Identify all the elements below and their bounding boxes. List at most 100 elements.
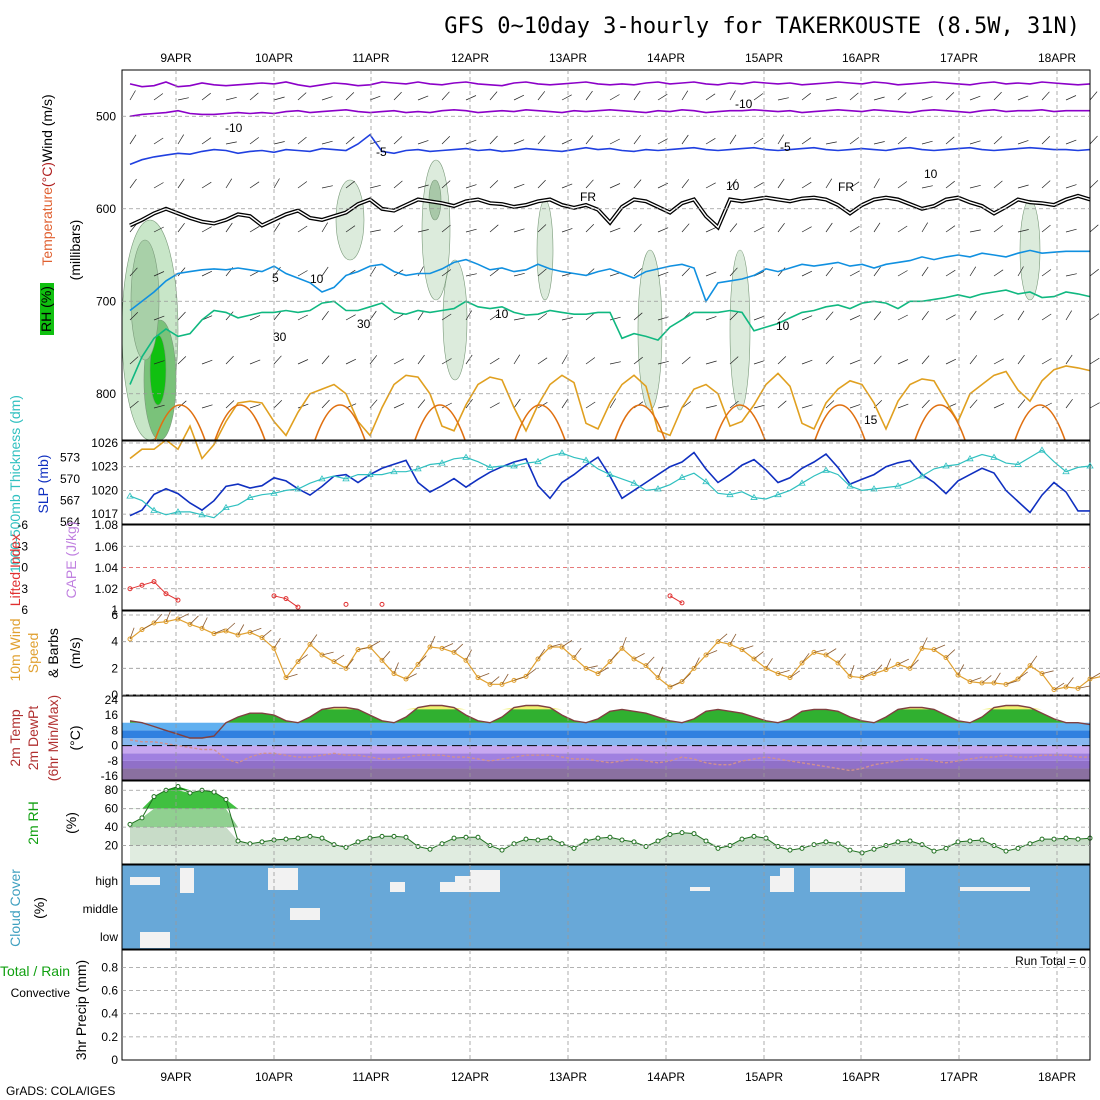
wind-barb xyxy=(129,267,138,277)
wind-barb-10m xyxy=(453,643,464,653)
top-date-label: 11APR xyxy=(352,51,389,65)
cape-tick: 1 xyxy=(111,603,118,617)
wind-barb xyxy=(537,357,548,365)
rh-tick: 40 xyxy=(105,820,119,834)
wind-barb-10m xyxy=(777,670,790,675)
contour-label: 10 xyxy=(726,179,740,193)
thickness-marker xyxy=(702,478,710,485)
wind-barb xyxy=(657,93,668,101)
wind-speed-marker xyxy=(391,671,397,677)
wind-barb xyxy=(417,184,429,189)
contour-label: 10 xyxy=(924,167,938,181)
wind-barb xyxy=(345,314,356,321)
wind-barb xyxy=(249,92,259,101)
wind-barb xyxy=(609,316,621,321)
wind-barb xyxy=(513,183,525,189)
rh-marker xyxy=(235,838,241,844)
wind-speed-marker xyxy=(1051,687,1057,693)
top-date-label: 17APR xyxy=(940,51,978,65)
wind-barb xyxy=(201,137,212,145)
wind-barb xyxy=(921,310,929,321)
rh-marker xyxy=(667,831,673,837)
wind-barb-10m xyxy=(993,672,1001,684)
wind-barb xyxy=(729,134,737,145)
wind-barb xyxy=(1089,402,1100,409)
wind-barb xyxy=(873,141,885,145)
wind-barb-10m xyxy=(477,673,490,679)
wind-barb xyxy=(753,360,765,365)
thickness-marker xyxy=(678,473,686,480)
wind-barb xyxy=(609,398,616,409)
wind-barb xyxy=(297,136,307,145)
wind-barb xyxy=(969,399,978,409)
wind-barb xyxy=(201,404,213,409)
wind-barb-10m xyxy=(381,651,391,661)
wind-speed-marker xyxy=(847,673,853,679)
rh-marker xyxy=(391,833,397,839)
wind-barb-10m xyxy=(945,649,956,658)
upper-panel-frame xyxy=(121,69,1091,441)
wind-barb xyxy=(753,315,765,321)
bottom-date-label: 18APR xyxy=(1038,1070,1076,1084)
thickness-marker xyxy=(558,449,566,456)
wind-barb xyxy=(873,311,882,321)
top-date-label: 9APR xyxy=(160,51,192,65)
wind-barb xyxy=(753,404,765,409)
wind-barb xyxy=(945,92,955,101)
wind-barb-10m xyxy=(585,665,598,669)
upper-ylabel-rh: RH (%) xyxy=(38,286,54,332)
rh-marker xyxy=(559,841,565,847)
wind-barb xyxy=(225,222,233,233)
rh-marker xyxy=(1063,835,1069,841)
precip-tick: 0.8 xyxy=(101,960,118,974)
wind-barb-10m xyxy=(861,671,873,679)
wind-barb xyxy=(633,179,642,189)
thickness-marker xyxy=(1014,460,1022,467)
wind-barb xyxy=(609,227,621,233)
contour-label: 30 xyxy=(273,330,287,344)
thickness-marker xyxy=(1086,462,1094,469)
wind-barb xyxy=(585,401,596,409)
wind-barb xyxy=(729,400,739,409)
top-date-label: 16APR xyxy=(842,51,880,65)
wind-barb xyxy=(225,355,234,365)
wind-barb xyxy=(681,90,689,101)
temp-contour-warm xyxy=(154,404,206,441)
temp-tick: -8 xyxy=(107,754,118,768)
li-marker xyxy=(139,582,145,588)
wind-barb xyxy=(249,315,261,321)
cloud-cover-block xyxy=(390,882,405,892)
wind-speed-marker xyxy=(247,629,253,635)
wind-barb xyxy=(249,359,261,365)
thickness-marker xyxy=(870,485,878,492)
li-tick: 3 xyxy=(21,582,28,596)
wind-barb-10m xyxy=(549,643,562,648)
thickness-marker xyxy=(1038,446,1046,453)
wind-barb xyxy=(753,226,764,233)
wind-barb xyxy=(849,92,859,101)
wind-barb xyxy=(321,185,333,189)
wind-barb xyxy=(561,398,569,409)
temp-contour xyxy=(129,365,1091,461)
rh-marker xyxy=(871,846,877,852)
thickness-marker xyxy=(990,453,998,460)
wind-barb xyxy=(609,183,621,189)
wind-barb xyxy=(657,405,669,409)
wind-barb-10m xyxy=(801,653,810,664)
wind-barb xyxy=(849,315,861,321)
wind-ylabel-3: & Barbs xyxy=(45,628,61,678)
contour-label: 10 xyxy=(776,319,790,333)
thickness-marker xyxy=(582,456,590,463)
rh-marker xyxy=(835,841,841,847)
wind-barb xyxy=(777,222,785,233)
wind-barb-10m xyxy=(873,664,883,674)
temp-color-band xyxy=(122,730,1090,738)
thickness-marker xyxy=(654,485,662,492)
rh-shading xyxy=(130,239,160,361)
precip-tick: 0.2 xyxy=(101,1030,118,1044)
wind-speed-marker xyxy=(163,619,169,625)
wind-barb xyxy=(801,359,813,365)
wind-tick: 6 xyxy=(111,608,118,622)
wind-speed-marker xyxy=(979,680,985,686)
rh-marker xyxy=(415,843,421,849)
